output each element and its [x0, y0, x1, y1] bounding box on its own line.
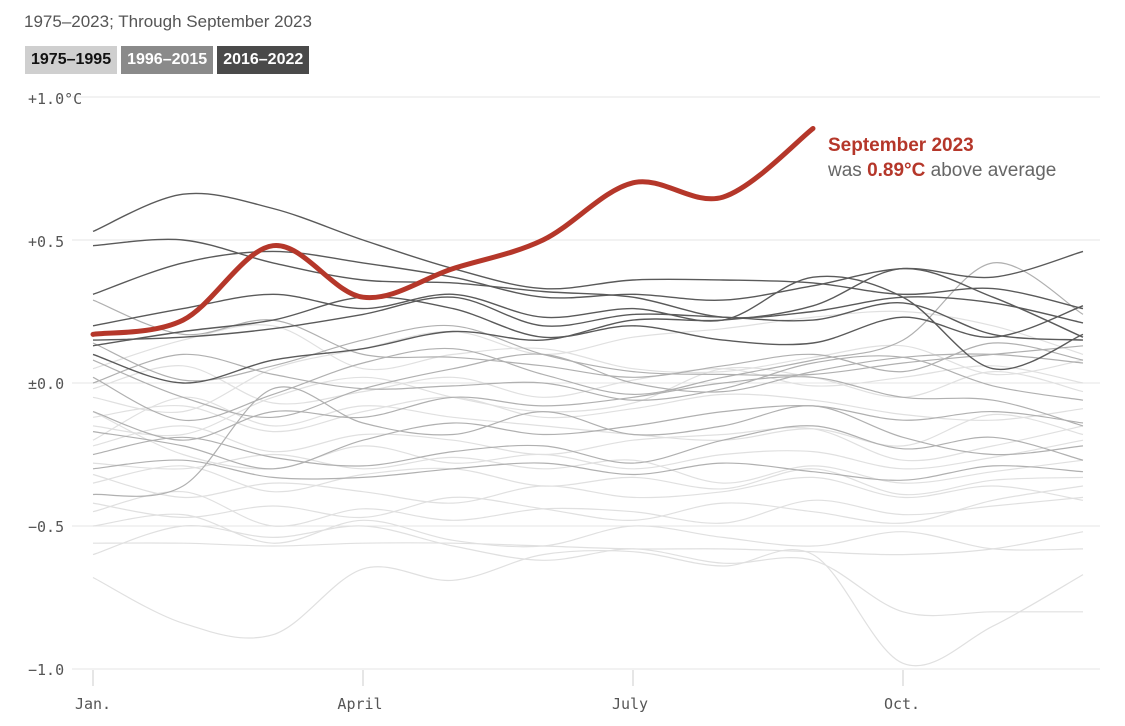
- year-series-line: [92, 192, 1084, 310]
- year-series-line: [92, 473, 1084, 504]
- highlight-series: [90, 126, 816, 337]
- year-series-line: [92, 513, 1084, 551]
- annotation-suffix: above average: [925, 160, 1056, 181]
- year-series-line: [92, 376, 1084, 441]
- year-series-line: [92, 299, 1084, 378]
- year-series-line: [92, 465, 1084, 496]
- x-tick-label: Oct.: [884, 695, 920, 713]
- year-series-line: [92, 525, 1083, 617]
- year-series-line: [92, 411, 1084, 470]
- year-series-line: [92, 425, 1084, 462]
- year-series-line: [92, 267, 1084, 384]
- grid: [72, 96, 1100, 686]
- year-series-line: [92, 262, 1084, 422]
- year-series-line: [92, 459, 1084, 481]
- year-series-line: [92, 238, 1084, 324]
- y-tick-label: ±0.0: [28, 375, 64, 393]
- series-lines: [92, 192, 1084, 667]
- x-axis-labels: Jan. April July Oct.: [75, 695, 920, 713]
- annotation-text: was 0.89°C above average: [827, 160, 1056, 181]
- year-series-line: [92, 310, 1084, 414]
- annotation-value: 0.89°C: [867, 160, 926, 181]
- year-series-line: [92, 324, 1084, 382]
- year-series-line: [92, 275, 1084, 371]
- year-series-line: [92, 453, 1084, 484]
- year-series-line: [92, 353, 1084, 418]
- year-series-line: [92, 531, 1084, 556]
- x-tick-label: Jan.: [75, 695, 111, 713]
- legend-item-1996-2015[interactable]: 1996–2015: [121, 46, 214, 74]
- year-series-line: [92, 386, 1084, 497]
- year-series-line: [92, 296, 1084, 347]
- y-tick-label: +1.0°C: [28, 90, 82, 108]
- series-2023-line: [90, 126, 816, 337]
- legend-item-2016-2022[interactable]: 2016–2022: [217, 46, 310, 74]
- annotation-title: September 2023: [828, 135, 974, 156]
- year-series-line: [92, 324, 1084, 376]
- x-tick-label: April: [337, 695, 382, 713]
- year-series-line: [92, 396, 1084, 447]
- chart-subtitle: 1975–2023; Through September 2023: [24, 12, 312, 31]
- year-series-line: [92, 549, 1084, 667]
- year-series-line: [92, 393, 1084, 433]
- legend-item-1975-1995[interactable]: 1975–1995: [25, 46, 118, 74]
- year-series-line: [92, 425, 1084, 467]
- y-tick-label: +0.5: [28, 233, 64, 251]
- legend: 1975–1995 1996–2015 2016–2022: [25, 46, 310, 74]
- year-series-line: [92, 353, 1084, 401]
- annotation-prefix: was: [827, 160, 867, 181]
- y-axis-labels: +1.0°C +0.5 ±0.0 −0.5 −1.0: [28, 90, 82, 679]
- year-series-line: [92, 405, 1084, 470]
- y-tick-label: −1.0: [28, 661, 64, 679]
- year-series-line: [92, 296, 1084, 341]
- x-tick-label: July: [612, 695, 648, 713]
- y-tick-label: −0.5: [28, 518, 64, 536]
- annotation: September 2023 was 0.89°C above average: [827, 135, 1056, 181]
- year-series-line: [92, 366, 1084, 437]
- year-series-line: [92, 490, 1084, 527]
- year-series-line: [92, 485, 1084, 524]
